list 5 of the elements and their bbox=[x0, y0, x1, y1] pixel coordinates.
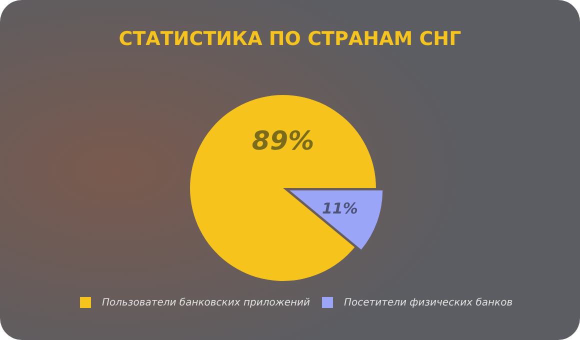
data-label: 89% bbox=[252, 126, 314, 156]
data-label: 11% bbox=[322, 199, 358, 218]
chart-title: СТАТИСТИКА ПО СТРАНАМ СНГ bbox=[118, 28, 462, 50]
legend-label: Посетители физических банков bbox=[344, 298, 513, 308]
legend-label: Пользователи банковских приложений bbox=[102, 298, 311, 308]
